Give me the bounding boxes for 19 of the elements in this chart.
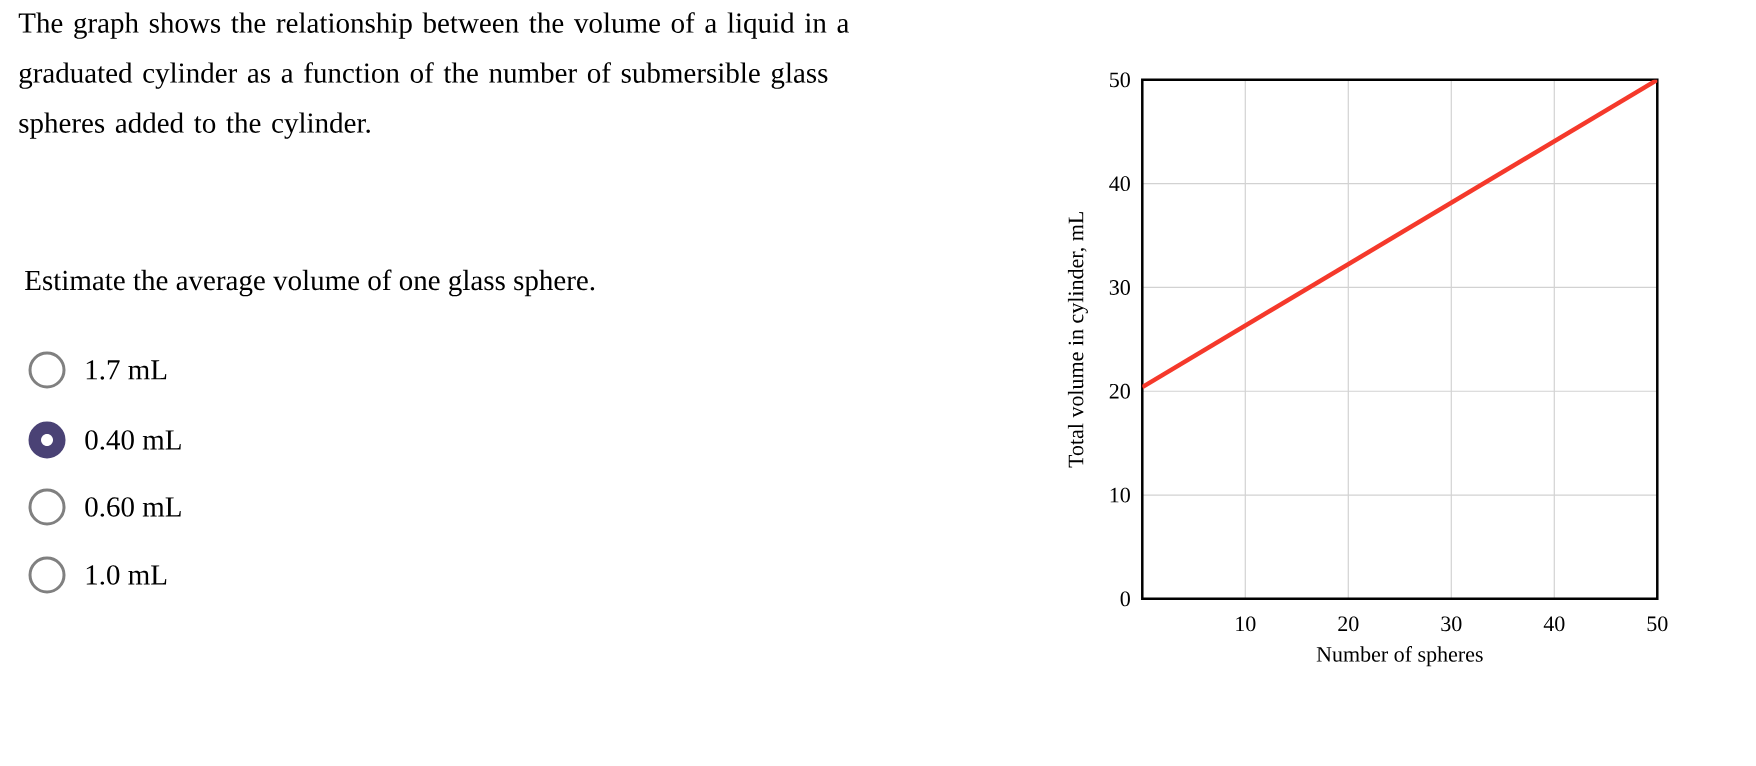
y-tick-label: 0: [1120, 591, 1130, 607]
x-tick-label: 30: [1441, 616, 1462, 632]
text: 1.7 mL: [86, 360, 167, 380]
x-tick-label: 40: [1543, 616, 1565, 632]
x-tick-label: 20: [1338, 616, 1359, 632]
x-axis-title: Number of spheres: [1316, 646, 1483, 667]
y-tick-label: 10: [1110, 487, 1130, 503]
y-tick-label: 20: [1109, 383, 1130, 399]
text: 0.40 mL: [85, 430, 181, 450]
x-tick-label: 50: [1647, 616, 1668, 632]
text: Estimate the average volume of one glass sphere.: [25, 269, 595, 297]
y-axis-title: Total volume in cylinder, mL: [1067, 212, 1088, 468]
y-tick-label: 30: [1109, 280, 1130, 295]
text: 0.60 mL: [85, 497, 181, 517]
x-tick-label: 10: [1236, 616, 1256, 632]
text: 1.0 mL: [86, 565, 167, 585]
text: The graph shows the relationship between the volume of a liquid in a graduated cylinder as a function of the number of submersible glass spheres added to the cylinder.: [18, 12, 849, 139]
y-tick-label: 40: [1109, 176, 1130, 192]
y-tick-label: 50: [1110, 72, 1130, 88]
